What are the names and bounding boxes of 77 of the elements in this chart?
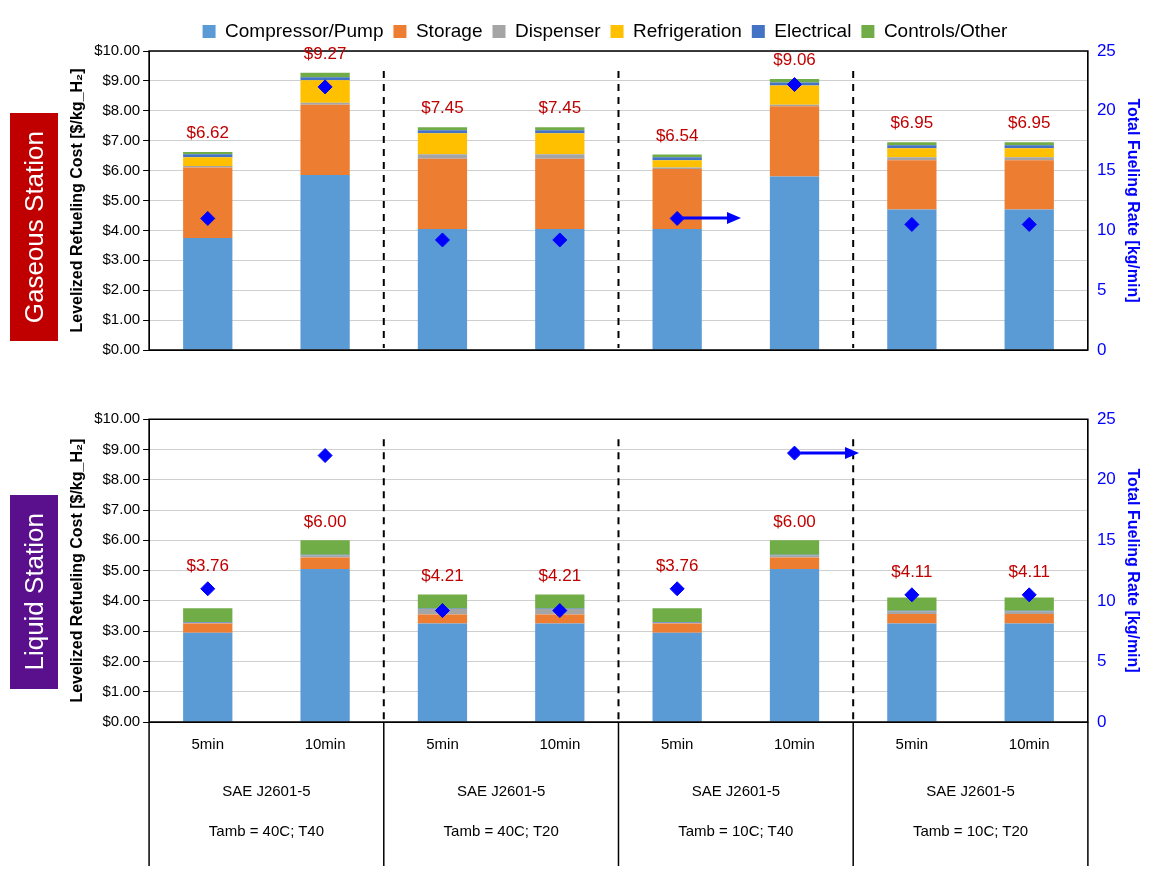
y-tick-label: $8.00	[102, 100, 141, 118]
y-tick-label: $0.00	[102, 712, 141, 730]
total-label: $4.21	[421, 565, 464, 585]
legend-label: Storage	[415, 19, 483, 41]
x-tick-label: 5min	[191, 735, 225, 753]
y-tick-label: $5.00	[102, 190, 141, 208]
total-label: $6.95	[890, 113, 934, 133]
total-label: $4.11	[891, 562, 933, 582]
text: Tamb = 40C; T40	[208, 822, 325, 840]
text: Tamb = 10C; T20	[912, 822, 1029, 840]
y2-tick-label: 15	[1096, 160, 1116, 180]
total-label: $6.00	[303, 511, 347, 531]
y-tick-label: $3.00	[102, 250, 141, 268]
text: SAE J2601-5	[222, 782, 311, 800]
text: Tamb = 40C; T20	[443, 822, 559, 840]
y-tick-label: $10.00	[94, 41, 141, 59]
x-tick-label: 10min	[1008, 735, 1050, 753]
y-tick-label: $10.00	[94, 409, 141, 427]
y-axis-title: Levelized Refueling Cost [$/kg_H₂]	[68, 438, 86, 703]
legend-label: Dispenser	[515, 19, 602, 41]
total-label: $6.00	[773, 511, 816, 531]
text: Tamb = 10C; T40	[678, 822, 794, 840]
x-tick-label: 10min	[539, 735, 581, 753]
y-tick-label: $0.00	[102, 340, 141, 358]
total-label: $6.54	[655, 125, 699, 145]
y2-tick-label: 20	[1096, 100, 1116, 120]
y-tick-label: $4.00	[102, 220, 141, 238]
y-tick-label: $2.00	[102, 280, 141, 298]
x-tick-label: 10min	[304, 735, 346, 753]
total-label: $7.45	[421, 98, 464, 118]
total-label: $4.11	[1008, 562, 1050, 582]
y2-tick-label: 20	[1096, 469, 1116, 489]
legend-label: Compressor/Pump	[225, 19, 384, 41]
legend-label: Refrigeration	[633, 19, 742, 41]
y-tick-label: $8.00	[102, 469, 141, 487]
y2-tick-label: 15	[1096, 530, 1116, 550]
y2-tick-label: 25	[1096, 408, 1116, 428]
y2-tick-label: 10	[1096, 590, 1116, 610]
y2-tick-label: 10	[1096, 220, 1116, 240]
total-label: $3.76	[186, 555, 230, 575]
y2-tick-label: 5	[1096, 651, 1107, 671]
legend-label: Electrical	[774, 19, 852, 41]
y-tick-label: $4.00	[102, 591, 141, 609]
text: SAE J2601-5	[456, 782, 546, 800]
text: SAE J2601-5	[926, 782, 1015, 800]
x-tick-label: 5min	[660, 735, 694, 753]
y-tick-label: $5.00	[102, 560, 141, 578]
y-tick-label: $2.00	[102, 651, 141, 669]
y2-tick-label: 5	[1096, 279, 1107, 299]
y-tick-label: $9.00	[102, 71, 141, 89]
y-tick-label: $7.00	[102, 130, 141, 148]
text: SAE J2601-5	[691, 782, 781, 800]
y-tick-label: $1.00	[102, 681, 141, 699]
y2-tick-label: 25	[1096, 40, 1116, 60]
total-label: $6.95	[1007, 113, 1051, 133]
y2-tick-label: 0	[1096, 711, 1107, 731]
y-tick-label: $1.00	[102, 310, 141, 328]
y-tick-label: $6.00	[102, 160, 141, 178]
y2-tick-label: 0	[1096, 339, 1107, 359]
y-tick-label: $6.00	[102, 530, 141, 548]
total-label: $7.45	[538, 98, 582, 118]
total-label: $4.21	[538, 565, 582, 585]
x-tick-label: 5min	[426, 735, 459, 753]
y2-axis-title: Total Fueling Rate [kg/min]	[1124, 468, 1142, 673]
x-tick-label: 10min	[774, 735, 815, 753]
y2-axis-title: Total Fueling Rate [kg/min]	[1124, 98, 1142, 303]
x-tick-label: 5min	[895, 735, 929, 753]
total-label: $3.76	[655, 555, 699, 575]
y-axis-title: Levelized Refueling Cost [$/kg_H₂]	[68, 68, 86, 333]
legend-label: Controls/Other	[883, 19, 1009, 41]
y-tick-label: $9.00	[102, 439, 141, 457]
total-label: $9.06	[773, 50, 816, 70]
text: Liquid Station	[18, 513, 50, 671]
total-label: $6.62	[186, 123, 230, 143]
text: Gaseous Station	[18, 130, 50, 324]
y-tick-label: $3.00	[102, 621, 141, 639]
y-tick-label: $7.00	[102, 500, 141, 518]
